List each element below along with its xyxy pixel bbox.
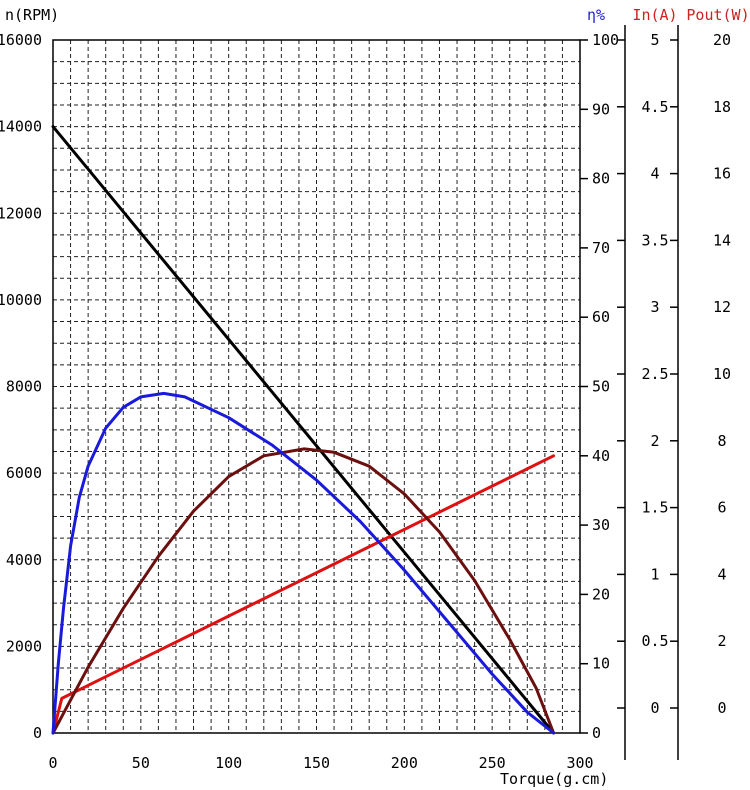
y-speed-tick-label: 0 bbox=[33, 724, 42, 742]
y-current-tick-label: 1.5 bbox=[641, 499, 668, 517]
y-current-tick-label: 4 bbox=[650, 165, 659, 183]
y-efficiency-tick-label: 10 bbox=[592, 655, 610, 673]
y-efficiency-tick-label: 100 bbox=[592, 31, 619, 49]
y-power-tick-label: 12 bbox=[713, 298, 731, 316]
y-power-tick-label: 16 bbox=[713, 165, 731, 183]
series-line-power bbox=[51, 447, 556, 735]
y-power-tick-label: 10 bbox=[713, 365, 731, 383]
y-speed-tick-label: 2000 bbox=[6, 637, 42, 655]
y-power-tick-label: 4 bbox=[717, 565, 726, 583]
y-speed-tick-label: 16000 bbox=[0, 31, 42, 49]
y-efficiency-tick-label: 30 bbox=[592, 516, 610, 534]
y-power-tick-label: 20 bbox=[713, 31, 731, 49]
y-power-tick-label: 8 bbox=[717, 432, 726, 450]
y-current-tick-label: 0 bbox=[650, 699, 659, 717]
y-current-tick-label: 1 bbox=[650, 565, 659, 583]
y-current-tick-label: 3 bbox=[650, 298, 659, 316]
y-current-axis-title: In(A) bbox=[632, 6, 677, 24]
y-efficiency-tick-label: 0 bbox=[592, 724, 601, 742]
x-tick-label: 100 bbox=[215, 754, 242, 772]
y-speed-tick-label: 14000 bbox=[0, 118, 42, 136]
y-speed-tick-label: 4000 bbox=[6, 551, 42, 569]
y-current-tick-label: 5 bbox=[650, 31, 659, 49]
y-power-tick-label: 6 bbox=[717, 499, 726, 517]
y-efficiency-tick-label: 90 bbox=[592, 100, 610, 118]
y-power-tick-label: 2 bbox=[717, 632, 726, 650]
y-current-tick-label: 4.5 bbox=[641, 98, 668, 116]
x-tick-label: 300 bbox=[566, 754, 593, 772]
y-power-tick-label: 18 bbox=[713, 98, 731, 116]
y-efficiency-tick-label: 60 bbox=[592, 308, 610, 326]
y-power-tick-label: 0 bbox=[717, 699, 726, 717]
series-line-current bbox=[51, 454, 556, 735]
axes: 0200040006000800010000120001400016000n(R… bbox=[0, 6, 750, 788]
y-power-tick-label: 14 bbox=[713, 231, 731, 249]
y-power-axis-title: Pout(W) bbox=[686, 6, 749, 24]
grid-lines bbox=[53, 40, 580, 733]
y-speed-tick-label: 6000 bbox=[6, 464, 42, 482]
y-speed-tick-label: 8000 bbox=[6, 378, 42, 396]
y-current-tick-label: 0.5 bbox=[641, 632, 668, 650]
y-efficiency-tick-label: 50 bbox=[592, 378, 610, 396]
y-efficiency-axis-title: η% bbox=[587, 6, 605, 24]
y-efficiency-tick-label: 20 bbox=[592, 585, 610, 603]
y-current-tick-label: 2 bbox=[650, 432, 659, 450]
x-tick-label: 150 bbox=[303, 754, 330, 772]
series-line-speed bbox=[51, 125, 556, 735]
y-efficiency-tick-label: 40 bbox=[592, 447, 610, 465]
x-tick-label: 200 bbox=[391, 754, 418, 772]
y-speed-axis-title: n(RPM) bbox=[5, 6, 59, 24]
y-speed-tick-label: 12000 bbox=[0, 204, 42, 222]
y-efficiency-tick-label: 80 bbox=[592, 170, 610, 188]
x-tick-label: 50 bbox=[132, 754, 150, 772]
y-current-tick-label: 2.5 bbox=[641, 365, 668, 383]
y-current-tick-label: 3.5 bbox=[641, 231, 668, 249]
x-axis-title: Torque(g.cm) bbox=[500, 770, 608, 788]
x-tick-label: 0 bbox=[48, 754, 57, 772]
data-series bbox=[51, 125, 556, 735]
series-line-efficiency bbox=[51, 391, 556, 735]
y-efficiency-tick-label: 70 bbox=[592, 239, 610, 257]
y-speed-tick-label: 10000 bbox=[0, 291, 42, 309]
x-tick-label: 250 bbox=[479, 754, 506, 772]
